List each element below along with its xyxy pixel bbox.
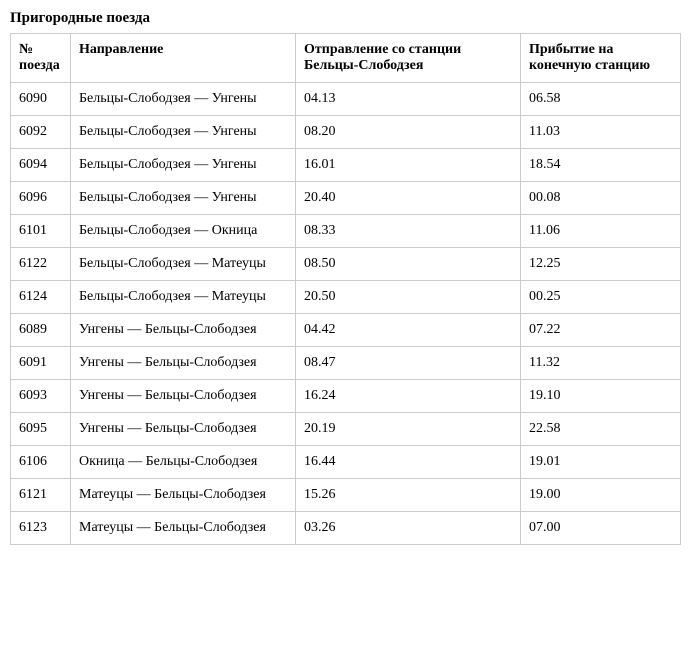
cell-direction: Бельцы-Слободзея — Унгены (71, 182, 296, 215)
cell-departure: 04.42 (296, 314, 521, 347)
cell-arrival: 11.06 (521, 215, 681, 248)
table-header-row: № поезда Направление Отправление со стан… (11, 34, 681, 83)
cell-train-number: 6106 (11, 446, 71, 479)
table-row: 6096Бельцы-Слободзея — Унгены20.4000.08 (11, 182, 681, 215)
table-row: 6094Бельцы-Слободзея — Унгены16.0118.54 (11, 149, 681, 182)
table-row: 6122Бельцы-Слободзея — Матеуцы08.5012.25 (11, 248, 681, 281)
cell-train-number: 6095 (11, 413, 71, 446)
cell-arrival: 19.00 (521, 479, 681, 512)
cell-arrival: 07.00 (521, 512, 681, 545)
col-header-direction: Направление (71, 34, 296, 83)
table-row: 6091Унгены — Бельцы-Слободзея08.4711.32 (11, 347, 681, 380)
page-title: Пригородные поезда (10, 10, 680, 27)
table-row: 6101Бельцы-Слободзея — Окница08.3311.06 (11, 215, 681, 248)
cell-departure: 04.13 (296, 83, 521, 116)
table-row: 6095Унгены — Бельцы-Слободзея20.1922.58 (11, 413, 681, 446)
cell-direction: Бельцы-Слободзея — Унгены (71, 149, 296, 182)
cell-departure: 20.40 (296, 182, 521, 215)
cell-departure: 20.19 (296, 413, 521, 446)
cell-train-number: 6091 (11, 347, 71, 380)
cell-arrival: 11.32 (521, 347, 681, 380)
cell-departure: 20.50 (296, 281, 521, 314)
cell-train-number: 6089 (11, 314, 71, 347)
table-row: 6092Бельцы-Слободзея — Унгены08.2011.03 (11, 116, 681, 149)
cell-train-number: 6092 (11, 116, 71, 149)
cell-arrival: 22.58 (521, 413, 681, 446)
table-row: 6093Унгены — Бельцы-Слободзея16.2419.10 (11, 380, 681, 413)
cell-departure: 08.20 (296, 116, 521, 149)
cell-arrival: 11.03 (521, 116, 681, 149)
cell-arrival: 18.54 (521, 149, 681, 182)
cell-departure: 08.47 (296, 347, 521, 380)
cell-direction: Унгены — Бельцы-Слободзея (71, 347, 296, 380)
col-header-departure: Отправление со станции Бельцы-Слободзея (296, 34, 521, 83)
cell-train-number: 6096 (11, 182, 71, 215)
table-row: 6123Матеуцы — Бельцы-Слободзея03.2607.00 (11, 512, 681, 545)
cell-arrival: 19.01 (521, 446, 681, 479)
cell-train-number: 6101 (11, 215, 71, 248)
cell-arrival: 19.10 (521, 380, 681, 413)
cell-departure: 08.33 (296, 215, 521, 248)
cell-direction: Бельцы-Слободзея — Матеуцы (71, 248, 296, 281)
table-row: 6124Бельцы-Слободзея — Матеуцы20.5000.25 (11, 281, 681, 314)
cell-direction: Матеуцы — Бельцы-Слободзея (71, 512, 296, 545)
cell-arrival: 00.25 (521, 281, 681, 314)
cell-arrival: 07.22 (521, 314, 681, 347)
train-schedule-table: № поезда Направление Отправление со стан… (10, 33, 681, 545)
table-row: 6089Унгены — Бельцы-Слободзея04.4207.22 (11, 314, 681, 347)
cell-departure: 08.50 (296, 248, 521, 281)
cell-direction: Окница — Бельцы-Слободзея (71, 446, 296, 479)
col-header-arrival: Прибытие на конечную станцию (521, 34, 681, 83)
cell-train-number: 6093 (11, 380, 71, 413)
cell-direction: Бельцы-Слободзея — Окница (71, 215, 296, 248)
cell-train-number: 6122 (11, 248, 71, 281)
cell-direction: Унгены — Бельцы-Слободзея (71, 413, 296, 446)
cell-direction: Бельцы-Слободзея — Матеуцы (71, 281, 296, 314)
cell-train-number: 6124 (11, 281, 71, 314)
cell-departure: 15.26 (296, 479, 521, 512)
cell-direction: Унгены — Бельцы-Слободзея (71, 380, 296, 413)
cell-direction: Бельцы-Слободзея — Унгены (71, 83, 296, 116)
cell-direction: Унгены — Бельцы-Слободзея (71, 314, 296, 347)
table-body: 6090Бельцы-Слободзея — Унгены04.1306.586… (11, 83, 681, 545)
cell-departure: 16.24 (296, 380, 521, 413)
cell-train-number: 6090 (11, 83, 71, 116)
cell-train-number: 6123 (11, 512, 71, 545)
cell-direction: Матеуцы — Бельцы-Слободзея (71, 479, 296, 512)
cell-arrival: 00.08 (521, 182, 681, 215)
cell-direction: Бельцы-Слободзея — Унгены (71, 116, 296, 149)
cell-train-number: 6121 (11, 479, 71, 512)
cell-train-number: 6094 (11, 149, 71, 182)
table-row: 6090Бельцы-Слободзея — Унгены04.1306.58 (11, 83, 681, 116)
table-row: 6106Окница — Бельцы-Слободзея16.4419.01 (11, 446, 681, 479)
cell-arrival: 06.58 (521, 83, 681, 116)
cell-arrival: 12.25 (521, 248, 681, 281)
cell-departure: 03.26 (296, 512, 521, 545)
table-row: 6121Матеуцы — Бельцы-Слободзея15.2619.00 (11, 479, 681, 512)
cell-departure: 16.01 (296, 149, 521, 182)
col-header-train-number: № поезда (11, 34, 71, 83)
cell-departure: 16.44 (296, 446, 521, 479)
